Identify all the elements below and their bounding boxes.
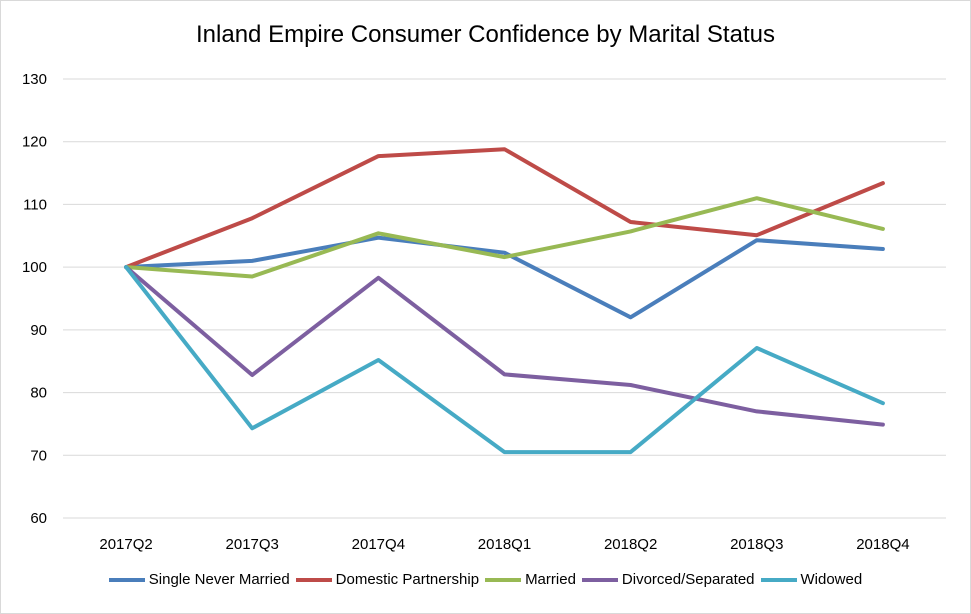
y-tick-label: 70 [30,447,47,464]
legend-label: Widowed [800,571,863,588]
y-tick-label: 120 [22,134,47,151]
legend-label: Divorced/Separated [621,571,755,588]
x-tick-label: 2018Q3 [730,536,783,553]
legend-item: Divorced/Separated [581,571,755,588]
legend-swatch [295,577,332,582]
series-line-widowed [124,265,885,455]
legend-item: Widowed [760,571,863,588]
x-tick-label: 2018Q4 [856,536,909,553]
y-tick-label: 100 [22,259,47,276]
x-tick-label: 2018Q2 [604,536,657,553]
legend-swatch [581,577,618,582]
series-line-single-never-married [124,235,885,320]
x-tick-label: 2017Q4 [352,536,405,553]
chart-legend: Single Never Married Domestic Partnership… [1,571,970,588]
legend-item: Single Never Married [108,571,290,588]
legend-swatch [108,577,145,582]
legend-label: Domestic Partnership [335,571,480,588]
x-tick-label: 2017Q3 [226,536,279,553]
y-tick-label: 90 [30,322,47,339]
legend-label: Single Never Married [148,571,290,588]
legend-item: Married [485,571,576,588]
y-tick-label: 60 [30,510,47,527]
series-line-divorced-separated [124,265,885,427]
legend-item: Domestic Partnership [295,571,480,588]
series-line-married [124,196,885,279]
legend-swatch [485,577,522,582]
y-tick-label: 110 [23,196,47,213]
legend-swatch [760,577,797,582]
legend-label: Married [525,571,576,588]
x-tick-label: 2018Q1 [478,536,531,553]
chart-title: Inland Empire Consumer Confidence by Mar… [196,21,775,48]
series-line-domestic-partnership [124,147,885,270]
x-tick-label: 2017Q2 [99,536,152,553]
y-tick-label: 130 [22,71,47,88]
y-tick-label: 80 [30,385,47,402]
